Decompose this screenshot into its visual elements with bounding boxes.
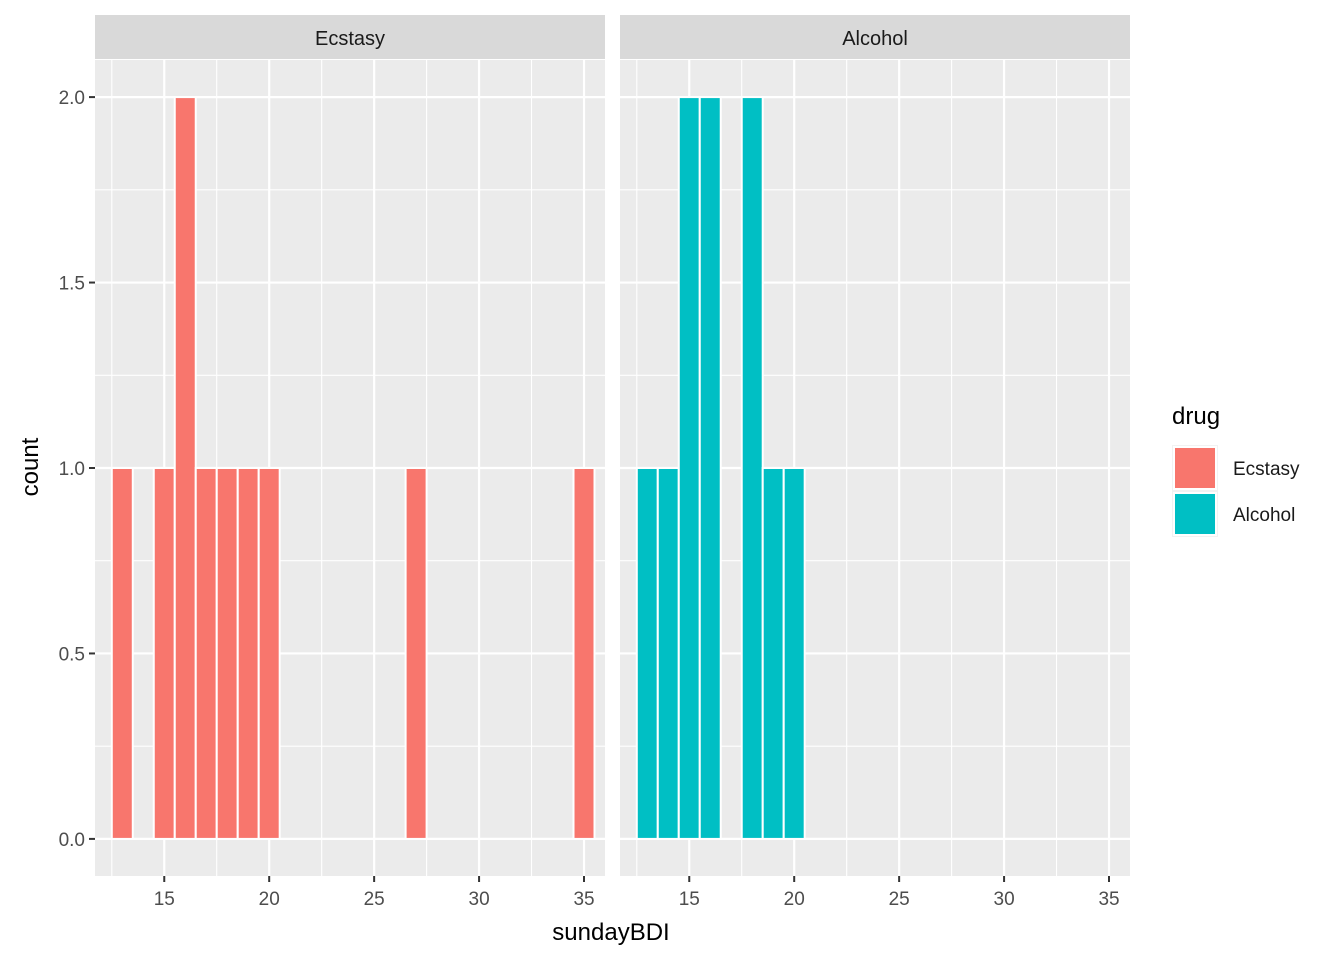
histogram-bar bbox=[110, 467, 134, 840]
histogram-bar bbox=[761, 467, 785, 840]
histogram-bar bbox=[572, 467, 596, 840]
x-tick-label: 20 bbox=[259, 889, 280, 910]
facet-strip-label: Alcohol bbox=[842, 28, 908, 50]
x-tick-label: 35 bbox=[1098, 889, 1119, 910]
x-tick-label: 25 bbox=[364, 889, 385, 910]
histogram-bar bbox=[740, 96, 764, 840]
histogram-bar bbox=[215, 467, 239, 840]
histogram-bar bbox=[698, 96, 722, 840]
histogram-bar bbox=[236, 467, 260, 840]
histogram-bar bbox=[257, 467, 281, 840]
legend-label: Ecstasy bbox=[1233, 459, 1300, 480]
histogram-bar bbox=[677, 96, 701, 840]
x-tick-label: 35 bbox=[573, 889, 594, 910]
facet-strip-label: Ecstasy bbox=[315, 28, 385, 50]
facet-panels: Ecstasy 15 20 25 30 35 0.0 0.5 1.0 1.5 2.0 Alcohol 1… bbox=[59, 15, 1130, 910]
y-tick-label: 0.0 bbox=[59, 830, 85, 851]
histogram-bar bbox=[656, 467, 680, 840]
facet-strip bbox=[620, 15, 1130, 59]
x-tick-label: 15 bbox=[154, 889, 175, 910]
legend: drug Ecstasy Alcohol bbox=[1172, 403, 1300, 537]
histogram-bar bbox=[173, 96, 197, 840]
histogram-bar bbox=[152, 467, 176, 840]
histogram-bar bbox=[782, 467, 806, 840]
legend-title: drug bbox=[1172, 403, 1220, 430]
legend-swatch bbox=[1173, 492, 1217, 536]
y-tick-label: 1.0 bbox=[59, 459, 85, 480]
y-axis-title: count bbox=[17, 437, 44, 496]
x-tick-label: 30 bbox=[994, 889, 1015, 910]
legend-keys: Ecstasy Alcohol bbox=[1172, 445, 1300, 537]
facet-panel-1: Alcohol 15 20 25 30 35 bbox=[620, 15, 1130, 910]
x-tick-label: 25 bbox=[889, 889, 910, 910]
histogram-bar bbox=[635, 467, 659, 840]
x-tick-label: 15 bbox=[679, 889, 700, 910]
y-tick-label: 0.5 bbox=[59, 644, 85, 665]
x-axis-title: sundayBDI bbox=[552, 919, 669, 946]
facet-strip bbox=[95, 15, 605, 59]
x-tick-label: 30 bbox=[469, 889, 490, 910]
facet-panel-0: Ecstasy 15 20 25 30 35 0.0 0.5 1.0 1.5 2.0 bbox=[59, 15, 605, 910]
y-tick-label: 2.0 bbox=[59, 88, 85, 109]
histogram-bar bbox=[404, 467, 428, 840]
y-tick-label: 1.5 bbox=[59, 274, 85, 295]
histogram-bar bbox=[194, 467, 218, 840]
legend-label: Alcohol bbox=[1233, 505, 1295, 526]
legend-swatch bbox=[1173, 446, 1217, 490]
x-tick-label: 20 bbox=[784, 889, 805, 910]
